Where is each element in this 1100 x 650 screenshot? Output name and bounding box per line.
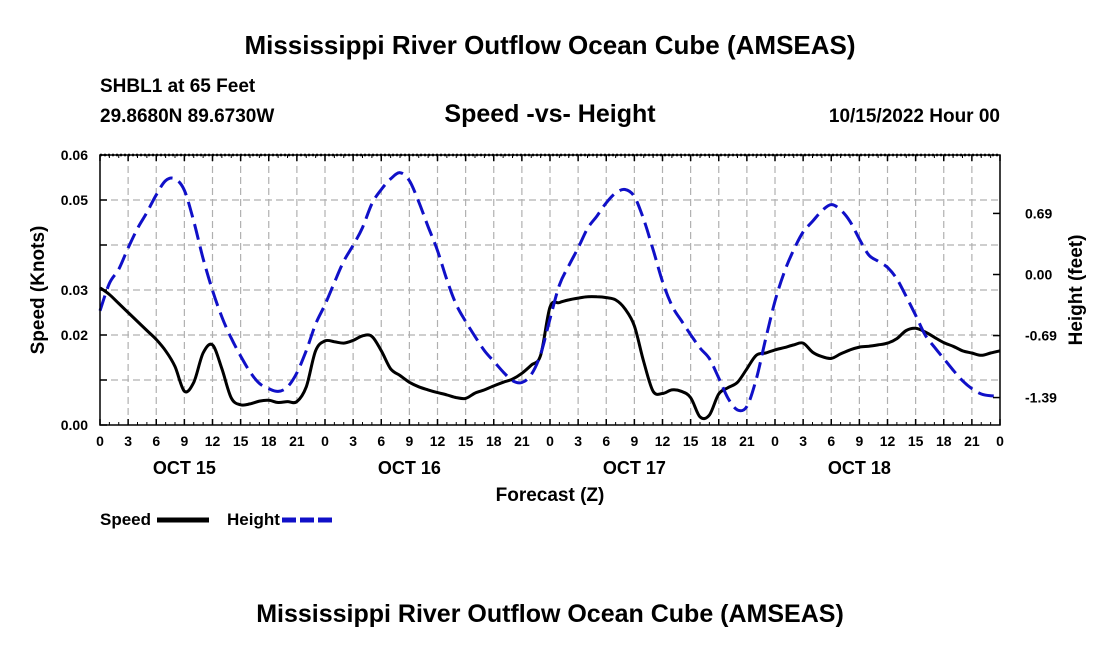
y-tick-label: 0.03 (61, 282, 88, 298)
series-line-speed (99, 286, 1001, 421)
forecast-datetime: 10/15/2022 Hour 00 (828, 106, 1000, 127)
x-tick-label: 15 (683, 433, 699, 449)
x-tick-label: 21 (514, 433, 530, 449)
legend-swatch-speed (157, 517, 210, 523)
coordinates-label: 29.8680N 89.6730W (100, 106, 275, 127)
y-tick-label: 0.00 (61, 417, 88, 433)
speed-height-chart: 0 3 6 9 12 15 18 21 0 3 6 9 12 15 18 21 0 3 6 9 12 15 18 21 0 3 6 9… (28, 147, 1087, 506)
x-tick-label: 3 (349, 433, 357, 449)
y2-tick-label: 0.69 (1025, 205, 1052, 221)
x-tick-label: 6 (152, 433, 160, 449)
legend: Speed Height (100, 510, 334, 530)
y2-tick-label: -0.69 (1025, 328, 1057, 344)
x-tick-label: 0 (96, 433, 104, 449)
x-tick-label: 12 (880, 433, 896, 449)
x-tick-label: 15 (908, 433, 924, 449)
chart-subtitle: Speed -vs- Height (444, 100, 656, 128)
x-tick-label: 0 (546, 433, 554, 449)
x-tick-label: 12 (655, 433, 671, 449)
legend-label-height: Height (227, 510, 280, 529)
x-tick-label: 9 (855, 433, 863, 449)
x-tick-label: 6 (602, 433, 610, 449)
legend-swatch-height (281, 517, 334, 523)
x-tick-label: 9 (405, 433, 413, 449)
x-tick-label: 6 (827, 433, 835, 449)
x-day-label: OCT 17 (603, 458, 666, 478)
y-tick-label: 0.02 (61, 327, 88, 343)
station-label: SHBL1 at 65 Feet (100, 76, 256, 97)
x-tick-label: 21 (964, 433, 980, 449)
x-tick-label: 12 (205, 433, 221, 449)
x-day-label: OCT 16 (378, 458, 441, 478)
x-tick-label: 3 (799, 433, 807, 449)
x-tick-label: 21 (739, 433, 755, 449)
x-tick-label: 0 (771, 433, 779, 449)
x-tick-label: 18 (936, 433, 952, 449)
x-axis-title: Forecast (Z) (496, 485, 605, 506)
x-day-label: OCT 18 (828, 458, 891, 478)
x-tick-label: 12 (430, 433, 446, 449)
x-tick-label: 18 (486, 433, 502, 449)
y-tick-label: 0.06 (61, 147, 88, 163)
x-tick-label: 18 (261, 433, 277, 449)
x-tick-label: 15 (458, 433, 474, 449)
footer-title: Mississippi River Outflow Ocean Cube (AM… (256, 600, 844, 628)
x-tick-label: 18 (711, 433, 727, 449)
legend-label-speed: Speed (100, 510, 152, 529)
x-day-label: OCT 15 (153, 458, 216, 478)
x-tick-label: 15 (233, 433, 249, 449)
x-tick-label: 9 (630, 433, 638, 449)
y-axis-title: Speed (Knots) (28, 226, 49, 355)
x-tick-label: 9 (180, 433, 188, 449)
x-tick-label: 0 (996, 433, 1004, 449)
x-tick-label: 3 (124, 433, 132, 449)
x-tick-label: 0 (321, 433, 329, 449)
x-tick-label: 3 (574, 433, 582, 449)
x-tick-label: 21 (289, 433, 305, 449)
y-tick-label: 0.05 (61, 192, 88, 208)
series-line-height (98, 171, 1001, 413)
x-tick-label: 6 (377, 433, 385, 449)
chart-title: Mississippi River Outflow Ocean Cube (AM… (244, 30, 856, 60)
y2-tick-label: 0.00 (1025, 267, 1052, 283)
y2-tick-label: -1.39 (1025, 390, 1057, 406)
y2-axis-title: Height (feet) (1066, 235, 1087, 346)
